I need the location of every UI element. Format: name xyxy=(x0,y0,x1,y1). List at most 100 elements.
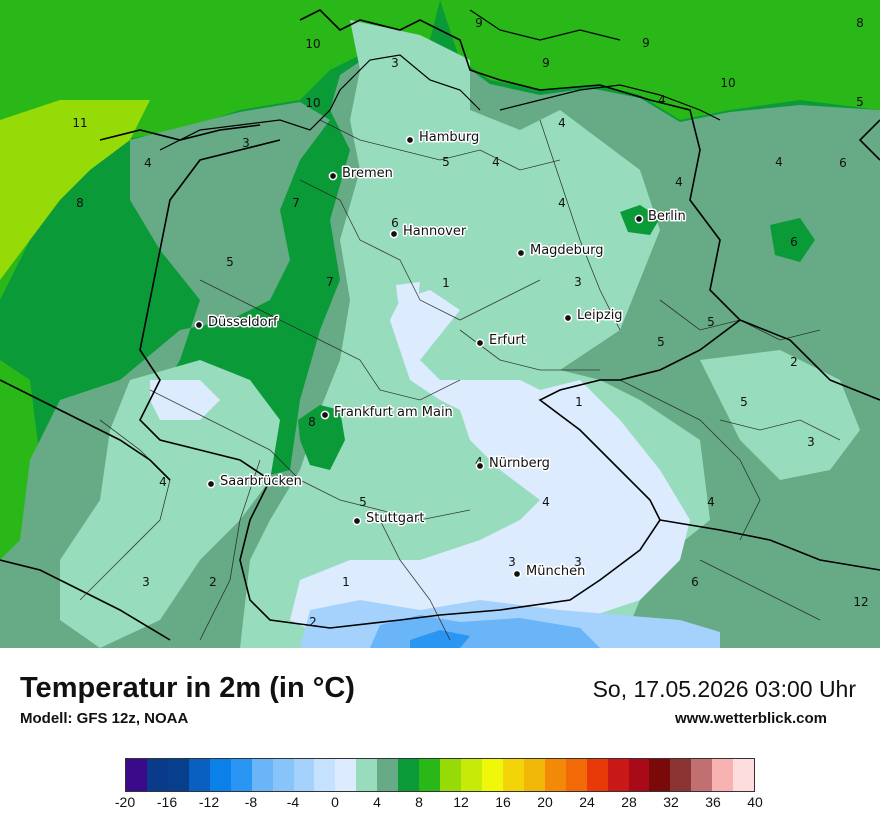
city-markers: Hamburg Bremen Berlin Hannover Magdeburg Leip… xyxy=(194,129,687,581)
legend-swatch xyxy=(126,759,147,791)
city-dot xyxy=(475,338,485,348)
isotherm-label: 10 xyxy=(720,76,735,90)
legend-swatch xyxy=(691,759,713,791)
model-info: Modell: GFS 12z, NOAA xyxy=(20,710,189,727)
legend-tick-label: 8 xyxy=(415,794,423,810)
isotherm-label: 7 xyxy=(292,196,300,210)
isotherm-label: 3 xyxy=(242,136,250,150)
isotherm-label: 3 xyxy=(508,555,516,569)
legend-swatch xyxy=(251,759,273,791)
isotherm-label: 8 xyxy=(76,196,84,210)
legend-swatch xyxy=(167,759,189,791)
isotherm-label: 1 xyxy=(575,395,583,409)
forecast-datetime: So, 17.05.2026 03:00 Uhr xyxy=(592,676,856,702)
legend-tick-label: -16 xyxy=(156,794,178,810)
legend-swatch xyxy=(335,759,357,791)
city-marker: Leipzig xyxy=(563,307,624,325)
city-label: Hannover xyxy=(403,224,467,239)
field-2-4-east xyxy=(700,350,860,480)
legend-swatch xyxy=(188,759,210,791)
isotherm-label: 1 xyxy=(442,276,450,290)
legend-swatch xyxy=(419,759,441,791)
city-marker: Erfurt xyxy=(475,332,527,350)
city-dot xyxy=(320,410,330,420)
state-borders xyxy=(79,119,841,641)
legend-swatch xyxy=(565,759,587,791)
isotherm-label: 8 xyxy=(856,16,864,30)
city-marker: Hannover xyxy=(389,223,468,241)
isotherm-label: 3 xyxy=(807,435,815,449)
legend-tick-label: 16 xyxy=(495,794,511,810)
legend-ticks: -20 -16 -12 -8 -4 0 4 8 12 16 20 24 28 32 36 40 xyxy=(0,794,880,814)
isotherm-label: 4 xyxy=(675,175,683,189)
legend-swatch xyxy=(628,759,650,791)
field-baltic-warm xyxy=(440,0,880,120)
city-marker: Frankfurt am Main xyxy=(320,404,454,422)
city-label: Erfurt xyxy=(489,333,526,348)
legend-tick-label: -20 xyxy=(114,794,136,810)
city-label: Düsseldorf xyxy=(208,315,278,330)
country-borders xyxy=(0,9,880,641)
field-2-4-west xyxy=(60,360,280,648)
isotherm-label: 1 xyxy=(342,575,350,589)
legend-tick-label: 36 xyxy=(705,794,721,810)
city-marker: Stuttgart xyxy=(352,510,426,528)
city-dot xyxy=(352,516,362,526)
isotherm-label: 2 xyxy=(309,615,317,629)
temperature-map: 10 9 9 9 8 3 10 10 4 5 11 4 3 4 5 4 4 6 4 8 7 4 6 6 5 7 1 3 5 5 2 1 5 8 3 4… xyxy=(0,0,880,648)
isotherm-labels: 10 9 9 9 8 3 10 10 4 5 11 4 3 4 5 4 4 6 4 8 7 4 6 6 5 7 1 3 5 5 2 1 5 8 3 4… xyxy=(72,16,868,629)
isotherm-label: 3 xyxy=(574,275,582,289)
field-north-sea-warm xyxy=(0,0,440,300)
city-marker: Düsseldorf xyxy=(194,314,279,332)
isotherm-label: 4 xyxy=(159,475,167,489)
isotherm-label: 4 xyxy=(558,116,566,130)
isotherm-label: 9 xyxy=(542,56,550,70)
legend-tick-label: 12 xyxy=(453,794,469,810)
city-marker: Saarbrücken xyxy=(206,473,303,491)
color-legend xyxy=(125,758,755,792)
city-dot xyxy=(512,569,522,579)
city-dot xyxy=(389,229,399,239)
legend-swatch xyxy=(440,759,461,791)
isotherm-label: 4 xyxy=(144,156,152,170)
isotherm-label: 5 xyxy=(657,335,665,349)
isotherm-label: 4 xyxy=(558,196,566,210)
city-label: Leipzig xyxy=(577,308,623,323)
website-link[interactable]: www.wetterblick.com xyxy=(675,710,827,727)
isotherm-label: 6 xyxy=(790,235,798,249)
isotherm-label: 4 xyxy=(707,495,715,509)
legend-swatch xyxy=(607,759,629,791)
city-label: Hamburg xyxy=(419,130,479,145)
field-0-2-central xyxy=(290,290,690,640)
legend-tick-label: 40 xyxy=(747,794,763,810)
legend-tick-label: 20 xyxy=(537,794,553,810)
isotherm-label: 5 xyxy=(359,495,367,509)
city-marker: Hamburg xyxy=(405,129,481,147)
legend-swatch xyxy=(523,759,545,791)
legend-tick-label: 24 xyxy=(579,794,595,810)
city-dot xyxy=(475,461,485,471)
isotherm-label: 4 xyxy=(775,155,783,169)
city-label: Berlin xyxy=(648,209,686,224)
isotherm-label: 8 xyxy=(308,415,316,429)
field-frankfurt-warm xyxy=(298,405,345,470)
city-dot xyxy=(634,214,644,224)
legend-swatch xyxy=(670,759,692,791)
city-marker: München xyxy=(512,563,587,581)
field-0-2-harz xyxy=(396,282,420,302)
legend-tick-label: 0 xyxy=(331,794,339,810)
legend-tick-label: -12 xyxy=(198,794,220,810)
map-title: Temperatur in 2m (in °C) xyxy=(20,672,355,704)
city-label: Bremen xyxy=(342,166,393,181)
isotherm-label: 10 xyxy=(305,96,320,110)
legend-swatch xyxy=(461,759,482,791)
isotherm-label: 10 xyxy=(305,37,320,51)
coastline xyxy=(159,9,721,151)
field-north-sea-yellow xyxy=(0,100,150,280)
isotherm-label: 3 xyxy=(142,575,150,589)
city-label: Saarbrücken xyxy=(220,474,302,489)
legend-swatch xyxy=(209,759,231,791)
field-subzero-alps-3 xyxy=(410,630,470,648)
isotherm-label: 7 xyxy=(326,275,334,289)
city-label: Stuttgart xyxy=(366,511,424,526)
